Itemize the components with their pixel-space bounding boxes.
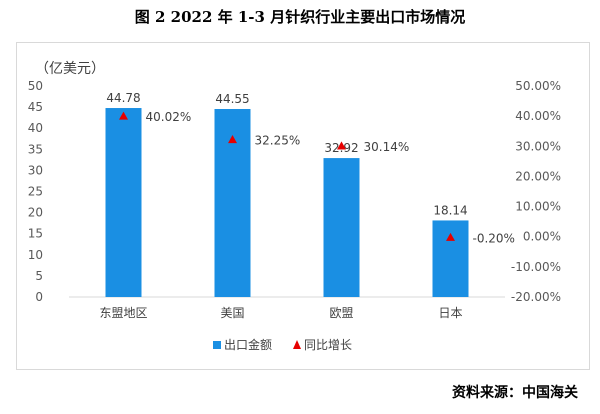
y-tick-label: 50 [28, 79, 43, 93]
y2-tick-label: 50.00% [515, 79, 561, 93]
y2-tick-label: -20.00% [511, 290, 561, 304]
y-tick-label: 25 [28, 185, 43, 199]
bar-value-label: 44.78 [106, 91, 140, 105]
figure-title: 图 2 2022 年 1-3 月针织行业主要出口市场情况 [134, 8, 466, 26]
y-tick-label: 35 [28, 142, 43, 156]
bar-value-label: 18.14 [433, 203, 467, 217]
y-tick-label: 15 [28, 227, 43, 241]
growth-marker [337, 141, 346, 150]
y-tick-label: 30 [28, 163, 43, 177]
bar [105, 108, 142, 297]
chart-area: （亿美元） 0 5 10 15 20 25 30 35 40 45 50 -20.00% -10.00% 0… [16, 42, 590, 370]
y-tick-label: 0 [35, 290, 43, 304]
growth-value-label: 40.02% [146, 110, 192, 124]
growth-marker [446, 232, 455, 241]
y-tick-label: 5 [35, 269, 43, 283]
y2-tick-label: 10.00% [515, 200, 561, 214]
y-tick-label: 40 [28, 121, 43, 135]
source-note: 资料来源：中国海关 [452, 385, 578, 401]
legend-label: 同比增长 [304, 338, 352, 352]
unit-label: （亿美元） [35, 61, 105, 77]
bar [323, 158, 360, 297]
y2-tick-label: 0.00% [523, 230, 561, 244]
x-tick-label: 东盟地区 [99, 306, 147, 320]
y-tick-label: 20 [28, 206, 43, 220]
y-tick-label: 45 [28, 100, 43, 114]
y2-tick-label: 40.00% [515, 109, 561, 123]
x-tick-label: 欧盟 [329, 306, 353, 320]
x-tick-label: 日本 [438, 306, 462, 320]
x-tick-label: 美国 [220, 306, 244, 320]
bar-value-label: 44.55 [215, 92, 249, 106]
growth-value-label: 32.25% [255, 134, 301, 148]
y-tick-label: 10 [28, 248, 43, 262]
growth-marker [228, 135, 237, 144]
growth-value-label: 30.14% [364, 140, 410, 154]
legend-swatch-bars [213, 341, 221, 349]
bar [432, 220, 469, 297]
y2-tick-label: -10.00% [511, 260, 561, 274]
growth-marker [119, 111, 128, 120]
legend-label: 出口金额 [224, 337, 272, 352]
y2-tick-label: 30.00% [515, 139, 561, 153]
y2-tick-label: 20.00% [515, 169, 561, 183]
growth-value-label: -0.20% [473, 231, 515, 245]
bar-line-chart: （亿美元） 0 5 10 15 20 25 30 35 40 45 50 -20.00% -10.00% 0… [28, 61, 561, 352]
legend-swatch-growth [293, 340, 301, 349]
